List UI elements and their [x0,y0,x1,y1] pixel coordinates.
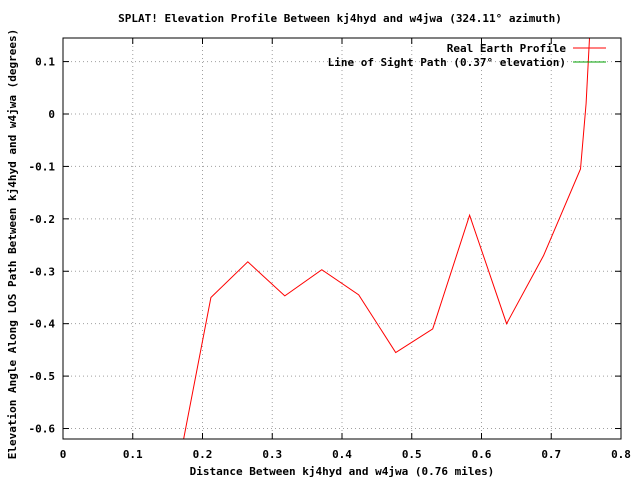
legend-label-real-earth-profile: Real Earth Profile [447,42,567,55]
tick-labels: 0 0.1 0.2 0.3 0.4 0.5 0.6 0.7 0.8 0.1 0 -0.1 -0.2 -0.… [29,56,631,461]
x-tick-label: 0.5 [402,448,422,461]
y-tick-label: -0.4 [29,318,56,331]
series-layer [183,38,591,439]
y-tick-label: -0.1 [29,160,56,173]
x-tick-label: 0.8 [611,448,631,461]
x-tick-label: 0.3 [262,448,282,461]
y-tick-label: -0.2 [29,213,56,226]
y-tick-label: -0.6 [29,423,56,436]
series-line-0 [183,38,591,439]
x-tick-label: 0.2 [193,448,213,461]
y-tick-label: -0.3 [29,265,56,278]
x-axis-label: Distance Between kj4hyd and w4jwa (0.76 … [190,465,495,478]
chart-title: SPLAT! Elevation Profile Between kj4hyd … [118,12,562,25]
x-tick-label: 0 [60,448,67,461]
x-tick-label: 0.4 [332,448,352,461]
legend-label-line-of-sight: Line of Sight Path (0.37° elevation) [328,56,566,69]
y-tick-label: -0.5 [29,370,56,383]
x-tick-label: 0.7 [541,448,561,461]
ticks [62,38,622,439]
x-tick-label: 0.6 [472,448,492,461]
y-tick-label: 0 [48,108,55,121]
y-tick-label: 0.1 [35,56,55,69]
y-axis-label: Elevation Angle Along LOS Path Between k… [6,29,19,459]
x-tick-label: 0.1 [123,448,143,461]
legend: Real Earth Profile Line of Sight Path (0… [328,42,606,69]
